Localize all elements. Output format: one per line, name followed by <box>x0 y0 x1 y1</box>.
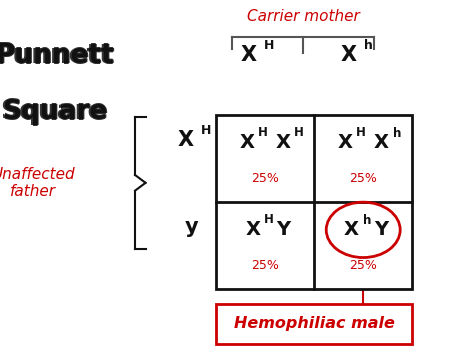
Text: Square: Square <box>2 99 107 125</box>
Text: $\mathbf{h}$: $\mathbf{h}$ <box>392 126 401 140</box>
Text: $\mathbf{h}$: $\mathbf{h}$ <box>363 38 373 52</box>
Text: $\mathbf{X}$: $\mathbf{X}$ <box>177 130 195 150</box>
Text: Square: Square <box>2 100 107 126</box>
Text: Square: Square <box>0 99 106 125</box>
Text: Unaffected
father: Unaffected father <box>0 166 75 199</box>
Text: $\mathbf{X}$: $\mathbf{X}$ <box>343 220 360 239</box>
Text: $\mathbf{X}$: $\mathbf{X}$ <box>337 133 354 152</box>
Text: Square: Square <box>3 99 109 125</box>
Text: $\mathbf{X}$: $\mathbf{X}$ <box>240 45 258 65</box>
Text: Punnett: Punnett <box>0 44 114 70</box>
Text: $\mathbf{H}$: $\mathbf{H}$ <box>263 213 274 226</box>
Text: $\mathbf{X}$: $\mathbf{X}$ <box>373 133 390 152</box>
Text: $\mathbf{h}$: $\mathbf{h}$ <box>362 213 372 227</box>
Text: $\mathbf{X}$: $\mathbf{X}$ <box>238 133 255 152</box>
Text: Hemophiliac male: Hemophiliac male <box>234 316 394 332</box>
Text: Punnett: Punnett <box>0 42 114 67</box>
Text: $\mathbf{Y}$: $\mathbf{Y}$ <box>275 220 292 239</box>
Text: 25%: 25% <box>349 259 377 272</box>
Text: 25%: 25% <box>251 259 279 272</box>
Text: Carrier mother: Carrier mother <box>247 9 360 24</box>
Text: $\mathbf{H}$: $\mathbf{H}$ <box>200 124 211 137</box>
Text: Square: Square <box>2 98 107 124</box>
Text: $\mathbf{y}$: $\mathbf{y}$ <box>184 219 200 239</box>
FancyBboxPatch shape <box>216 304 412 344</box>
Text: Punnett: Punnett <box>0 43 112 69</box>
Text: 25%: 25% <box>251 172 279 185</box>
Text: $\mathbf{H}$: $\mathbf{H}$ <box>356 126 366 140</box>
Text: $\mathbf{H}$: $\mathbf{H}$ <box>263 39 274 51</box>
Text: 25%: 25% <box>349 172 377 185</box>
Text: $\mathbf{X}$: $\mathbf{X}$ <box>340 45 358 65</box>
Text: $\mathbf{H}$: $\mathbf{H}$ <box>257 126 268 140</box>
Text: $\mathbf{Y}$: $\mathbf{Y}$ <box>374 220 391 239</box>
Text: Punnett: Punnett <box>0 43 114 69</box>
Text: $\mathbf{H}$: $\mathbf{H}$ <box>293 126 304 140</box>
Text: $\mathbf{X}$: $\mathbf{X}$ <box>274 133 291 152</box>
Bar <box>216 115 412 289</box>
Text: Punnett: Punnett <box>0 43 115 69</box>
Text: $\mathbf{X}$: $\mathbf{X}$ <box>245 220 261 239</box>
